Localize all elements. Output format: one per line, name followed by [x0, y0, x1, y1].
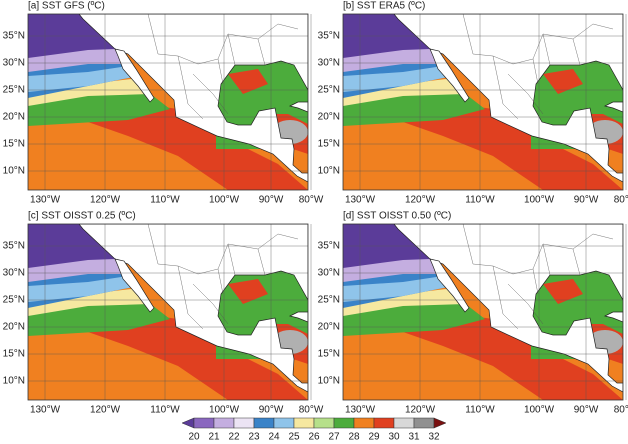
lon-tick-label: 130°W [30, 405, 61, 416]
lon-tick-label: 110°W [150, 405, 180, 416]
colorbar-label: 26 [308, 432, 320, 443]
lon-tick-label: 80°W [614, 195, 628, 206]
colorbar-label: 29 [368, 432, 380, 443]
lat-tick-label: 25°N [318, 85, 340, 96]
lat-tick-label: 20°N [318, 112, 340, 123]
lat-tick-label: 10°N [318, 376, 340, 387]
colorbar-cell [333, 417, 355, 429]
colorbar-cell [273, 417, 295, 429]
panel-frame [342, 223, 624, 401]
panel-title: [b] SST ERA5 (ºC) [343, 1, 425, 12]
lat-tick-label: 30°N [3, 268, 25, 279]
lat-tick-label: 35°N [318, 31, 340, 42]
colorbar-cell [213, 417, 235, 429]
colorbar-cell [413, 417, 435, 429]
panel-title: [c] SST OISST 0.25 (ºC) [28, 211, 136, 222]
lat-tick-label: 20°N [3, 112, 25, 123]
lat-tick-label: 10°N [3, 376, 25, 387]
lat-tick-label: 25°N [3, 295, 25, 306]
colorbar-label: 31 [408, 432, 420, 443]
lon-tick-label: 90°W [259, 405, 284, 416]
colorbar-cell [233, 417, 255, 429]
colorbar-label: 24 [268, 432, 280, 443]
lat-tick-label: 15°N [3, 139, 25, 150]
panel-title: [a] SST GFS (ºC) [28, 1, 105, 12]
colorbar-cell [193, 417, 215, 429]
lon-tick-label: 110°W [465, 195, 495, 206]
colorbar-label: 23 [248, 432, 260, 443]
colorbar-label: 28 [348, 432, 360, 443]
panel-frame [27, 223, 309, 401]
colorbar-arrow [181, 417, 195, 429]
colorbar-label: 25 [288, 432, 300, 443]
lat-tick-label: 15°N [318, 349, 340, 360]
lat-tick-label: 30°N [318, 58, 340, 69]
lat-tick-label: 30°N [3, 58, 25, 69]
colorbar-cell [393, 417, 415, 429]
lon-tick-label: 90°W [574, 195, 599, 206]
colorbar-label: 20 [188, 432, 200, 443]
sst-field [28, 224, 308, 400]
map-panel: [b] SST ERA5 (ºC) 35°N 30°N 25°N 20°N 15°N 10°… [318, 1, 628, 206]
lon-tick-label: 120°W [405, 405, 436, 416]
lat-tick-label: 20°N [3, 322, 25, 333]
lon-tick-label: 130°W [345, 405, 376, 416]
colorbar-label: 21 [208, 432, 220, 443]
lon-tick-label: 80°W [614, 405, 628, 416]
colorbar-label: 32 [428, 432, 440, 443]
colorbar-label: 30 [388, 432, 400, 443]
lat-tick-label: 15°N [3, 349, 25, 360]
lon-tick-label: 90°W [574, 405, 599, 416]
lon-tick-label: 100°W [524, 405, 555, 416]
map-panel: [c] SST OISST 0.25 (ºC) 35°N 30°N 25°N 20°N 1… [3, 211, 324, 416]
lat-tick-label: 10°N [318, 166, 340, 177]
lat-tick-label: 35°N [3, 31, 25, 42]
lat-tick-label: 25°N [318, 295, 340, 306]
lat-tick-label: 10°N [3, 166, 25, 177]
lat-tick-label: 20°N [318, 322, 340, 333]
lon-tick-label: 120°W [90, 195, 121, 206]
lon-tick-label: 80°W [299, 405, 324, 416]
lon-tick-label: 80°W [299, 195, 324, 206]
colorbar-cell [253, 417, 275, 429]
lat-tick-label: 30°N [318, 268, 340, 279]
lat-tick-label: 25°N [3, 85, 25, 96]
map-panel: [a] SST GFS (ºC) 35°N 30°N 25°N 20°N 15°N 10°N… [3, 1, 324, 206]
lon-tick-label: 110°W [150, 195, 180, 206]
colorbar-cell [293, 417, 315, 429]
lon-tick-label: 90°W [259, 195, 284, 206]
lat-tick-label: 35°N [3, 241, 25, 252]
panel-title: [d] SST OISST 0.50 (ºC) [343, 211, 451, 222]
sst-field [343, 224, 623, 400]
map-panel: [d] SST OISST 0.50 (ºC) 35°N 30°N 25°N 20°N 1… [318, 211, 628, 416]
lon-tick-label: 120°W [405, 195, 436, 206]
lon-tick-label: 130°W [30, 195, 61, 206]
sst-field [28, 14, 308, 190]
lon-tick-label: 120°W [90, 405, 121, 416]
colorbar-cell [353, 417, 375, 429]
lon-tick-label: 100°W [524, 195, 555, 206]
lon-tick-label: 110°W [465, 405, 495, 416]
lat-tick-label: 35°N [318, 241, 340, 252]
colorbar-cell [373, 417, 395, 429]
lon-tick-label: 130°W [345, 195, 376, 206]
colorbar-label: 27 [328, 432, 340, 443]
panel-frame [27, 13, 309, 191]
sst-field [343, 14, 623, 190]
colorbar-label: 22 [228, 432, 240, 443]
panel-frame [342, 13, 624, 191]
lon-tick-label: 100°W [209, 405, 240, 416]
lat-tick-label: 15°N [318, 139, 340, 150]
colorbar-arrow [433, 417, 447, 429]
colorbar-cell [313, 417, 335, 429]
lon-tick-label: 100°W [209, 195, 240, 206]
